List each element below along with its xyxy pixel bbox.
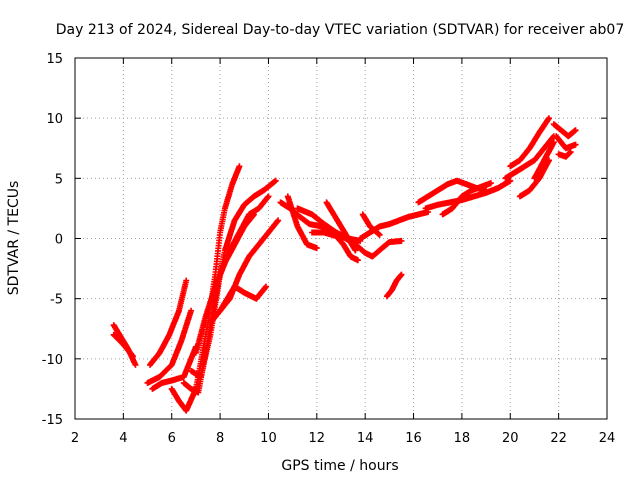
x-tick-label: 12 xyxy=(309,431,326,446)
series-track-24 xyxy=(502,133,557,182)
y-tick-label: -5 xyxy=(50,293,63,308)
series-track-23 xyxy=(439,180,494,218)
series-track-4 xyxy=(144,307,195,386)
series-track-11 xyxy=(217,283,269,314)
data-marker xyxy=(147,277,190,368)
data-marker xyxy=(110,331,136,360)
data-marker xyxy=(439,180,494,218)
x-tick-label: 8 xyxy=(216,431,224,446)
data-marker xyxy=(323,199,359,254)
x-tick-label: 4 xyxy=(119,431,127,446)
data-marker xyxy=(550,121,579,140)
series-track-25 xyxy=(507,115,552,170)
data-marker xyxy=(309,229,361,264)
x-tick-label: 2 xyxy=(71,431,79,446)
series-track-27 xyxy=(531,139,557,182)
data-marker xyxy=(217,283,269,314)
data-marker xyxy=(144,307,195,386)
data-marker xyxy=(149,343,199,392)
series-track-17 xyxy=(352,237,405,260)
y-axis-label: SDTVAR / TECUs xyxy=(6,181,22,296)
x-tick-label: 22 xyxy=(550,431,567,446)
y-tick-label: 5 xyxy=(55,172,63,187)
y-tick-label: -10 xyxy=(42,353,63,368)
data-marker xyxy=(502,133,557,182)
data-marker xyxy=(555,148,574,160)
x-tick-label: 14 xyxy=(357,431,374,446)
data-marker xyxy=(553,133,579,152)
series-track-26 xyxy=(516,157,552,200)
y-tick-label: -15 xyxy=(42,413,63,428)
series-track-9 xyxy=(192,211,257,356)
x-tick-label: 16 xyxy=(405,431,422,446)
x-tick-label: 20 xyxy=(502,431,519,446)
data-marker xyxy=(284,193,320,252)
data-marker xyxy=(192,211,257,356)
series-track-19 xyxy=(359,211,383,238)
data-marker xyxy=(383,271,405,300)
data-marker xyxy=(507,115,552,170)
x-tick-label: 10 xyxy=(260,431,277,446)
x-tick-label: 18 xyxy=(454,431,471,446)
data-marker xyxy=(531,139,557,182)
y-tick-label: 0 xyxy=(55,233,63,248)
series-track-29 xyxy=(553,133,579,152)
series-track-2 xyxy=(110,331,136,360)
series-track-22 xyxy=(422,177,514,212)
x-tick-label: 6 xyxy=(168,431,176,446)
y-tick-label: 10 xyxy=(46,112,63,127)
y-tick-label: 15 xyxy=(46,52,63,67)
data-marker xyxy=(352,237,405,260)
chart-title: Day 213 of 2024, Sidereal Day-to-day VTE… xyxy=(56,22,625,38)
data-points xyxy=(110,115,579,414)
series-track-5 xyxy=(149,343,199,392)
series-track-30 xyxy=(555,148,574,160)
x-axis-label: GPS time / hours xyxy=(281,458,398,474)
data-marker xyxy=(516,157,552,200)
x-tick-label: 24 xyxy=(599,431,616,446)
series-track-28 xyxy=(550,121,579,140)
series-track-3 xyxy=(147,277,190,368)
series-track-20 xyxy=(383,271,405,300)
series-track-13 xyxy=(284,193,320,252)
series-track-16 xyxy=(323,199,359,254)
data-marker xyxy=(359,211,383,238)
data-marker xyxy=(422,177,514,212)
series-track-14 xyxy=(309,229,361,264)
